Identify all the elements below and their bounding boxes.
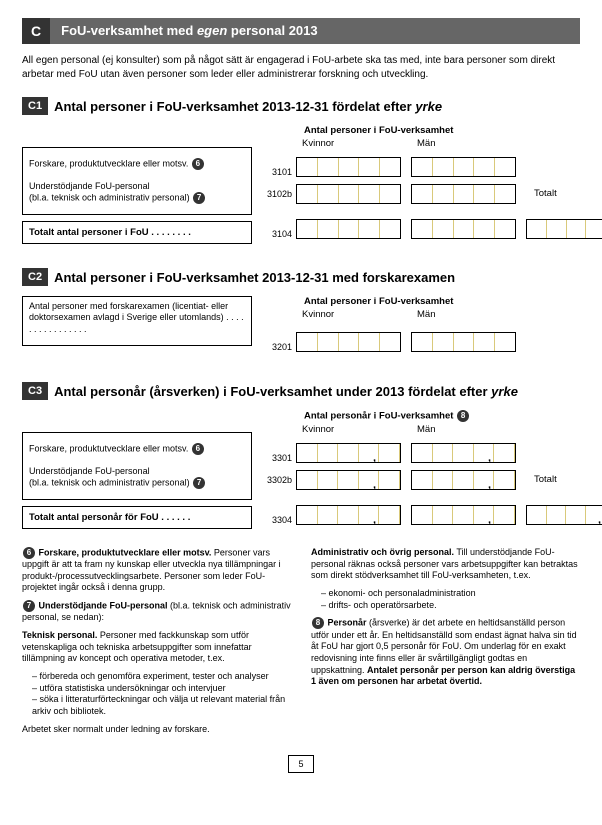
note-8-icon: 8 — [312, 617, 324, 629]
c3-total-totalt-input[interactable]: , — [526, 505, 602, 525]
c1-row1-desc: Forskare, produktutvecklare eller motsv.… — [29, 158, 245, 170]
list-item: utföra statistiska undersökningar och in… — [32, 683, 291, 695]
c3-title: Antal personår (årsverken) i FoU-verksam… — [54, 384, 518, 399]
c1-col-man: Män — [417, 138, 522, 149]
c3-col-man: Män — [417, 424, 522, 435]
c3-totalt-label: Totalt — [534, 474, 557, 485]
c3-row1-man-input[interactable]: , — [411, 443, 516, 463]
section-header: C FoU-verksamhet med egen personal 2013 — [22, 18, 580, 44]
c1-row2-desc: Understödjande FoU-personal (bl.a. tekni… — [29, 181, 245, 204]
c3-total-man-input[interactable]: , — [411, 505, 516, 525]
note-7-icon: 7 — [23, 600, 35, 612]
c1-col-kvinnor: Kvinnor — [302, 138, 407, 149]
c1-row1-kvinnor-input[interactable] — [296, 157, 401, 177]
note-7-icon: 7 — [193, 192, 205, 204]
c3-row2-code: 3302b — [262, 475, 296, 485]
section-letter: C — [22, 18, 50, 44]
list-item: ekonomi- och personaladministration — [321, 588, 580, 600]
footnotes-right: Administrativ och övrig personal. Till u… — [311, 547, 580, 741]
c3-total-box: Totalt antal personår för FoU . . . . . … — [22, 506, 252, 529]
page-number: 5 — [288, 755, 314, 773]
c2-cols-header: Antal personer i FoU-verksamhet — [302, 296, 529, 307]
c3-row2-desc: Understödjande FoU-personal (bl.a. tekni… — [29, 466, 245, 489]
c1-total-code: 3104 — [262, 229, 296, 239]
section-title: FoU-verksamhet med egen personal 2013 — [50, 18, 580, 44]
c3-cols-header: Antal personår i FoU-verksamhet 8 — [302, 410, 529, 422]
c1-row1-man-input[interactable] — [411, 157, 516, 177]
c3-grid: Forskare, produktutvecklare eller motsv.… — [22, 410, 580, 529]
c3-badge: C3 — [22, 382, 48, 400]
c1-title: Antal personer i FoU-verksamhet 2013-12-… — [54, 99, 442, 114]
c3-row2-man-input[interactable]: , — [411, 470, 516, 490]
note-8-icon: 8 — [457, 410, 469, 422]
c1-row2-kvinnor-input[interactable] — [296, 184, 401, 204]
c2-col-kvinnor: Kvinnor — [302, 309, 407, 320]
c2-title: Antal personer i FoU-verksamhet 2013-12-… — [54, 270, 455, 285]
intro-text: All egen personal (ej konsulter) som på … — [22, 54, 580, 81]
c2-col-man: Män — [417, 309, 522, 320]
c3-col-kvinnor: Kvinnor — [302, 424, 407, 435]
footnotes-left: 6 Forskare, produktutvecklare eller mots… — [22, 547, 291, 741]
c3-row2-kvinnor-input[interactable]: , — [296, 470, 401, 490]
c1-rows-box: Forskare, produktutvecklare eller motsv.… — [22, 147, 252, 215]
c1-cols-header: Antal personer i FoU-verksamhet — [302, 125, 529, 136]
c3-row1-code: 3301 — [262, 453, 296, 463]
c1-row2-man-input[interactable] — [411, 184, 516, 204]
c3-header: C3 Antal personår (årsverken) i FoU-verk… — [22, 382, 580, 400]
note-6-icon: 6 — [23, 547, 35, 559]
c3-row1-desc: Forskare, produktutvecklare eller motsv.… — [29, 443, 245, 455]
c3-rows-box: Forskare, produktutvecklare eller motsv.… — [22, 432, 252, 500]
c1-total-kvinnor-input[interactable] — [296, 219, 401, 239]
list-item: drifts- och operatörsarbete. — [321, 600, 580, 612]
note-6-icon: 6 — [192, 158, 204, 170]
c3-total-code: 3304 — [262, 515, 296, 525]
c3-row1-kvinnor-input[interactable]: , — [296, 443, 401, 463]
c2-row1-code: 3201 — [262, 342, 296, 352]
c1-row2-code: 3102b — [262, 189, 296, 199]
c2-row1-desc: Antal personer med forskarexamen (licent… — [22, 296, 252, 346]
c1-grid: Forskare, produktutvecklare eller motsv.… — [22, 125, 580, 244]
list-item: förbereda och genomföra experiment, test… — [32, 671, 291, 683]
note-6-icon: 6 — [192, 443, 204, 455]
c1-badge: C1 — [22, 97, 48, 115]
c1-header: C1 Antal personer i FoU-verksamhet 2013-… — [22, 97, 580, 115]
c2-badge: C2 — [22, 268, 48, 286]
c2-header: C2 Antal personer i FoU-verksamhet 2013-… — [22, 268, 580, 286]
c2-row1-man-input[interactable] — [411, 332, 516, 352]
c3-total-kvinnor-input[interactable]: , — [296, 505, 401, 525]
c2-row1-kvinnor-input[interactable] — [296, 332, 401, 352]
c1-totalt-label: Totalt — [534, 188, 557, 199]
c2-grid: Antal personer med forskarexamen (licent… — [22, 296, 580, 356]
c1-row1-code: 3101 — [262, 167, 296, 177]
note-7-icon: 7 — [193, 477, 205, 489]
c1-total-box: Totalt antal personer i FoU . . . . . . … — [22, 221, 252, 244]
footnotes: 6 Forskare, produktutvecklare eller mots… — [22, 547, 580, 741]
c1-total-totalt-input[interactable] — [526, 219, 602, 239]
list-item: söka i litteraturförteckningar och välja… — [32, 694, 291, 717]
c1-total-man-input[interactable] — [411, 219, 516, 239]
